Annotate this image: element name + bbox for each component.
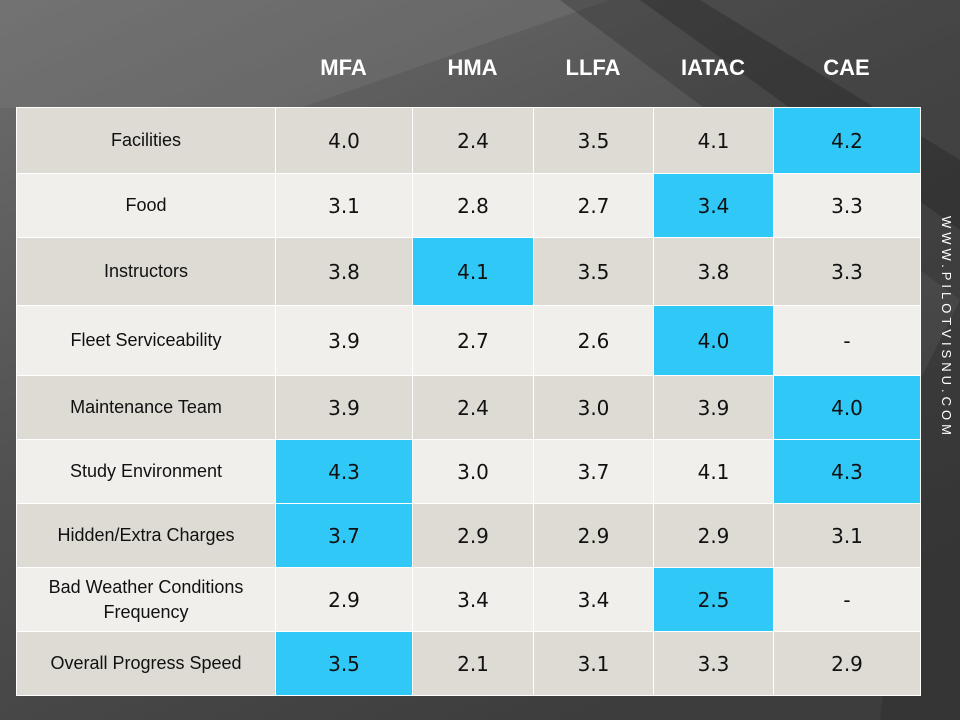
score-cell: 2.4 <box>412 107 534 174</box>
score-cell: 2.9 <box>653 503 774 568</box>
score-cell: 2.9 <box>412 503 534 568</box>
table-row: Food 3.1 2.8 2.7 3.4 3.3 <box>16 173 921 238</box>
score-cell: 2.4 <box>412 375 534 440</box>
table-row: Fleet Serviceability 3.9 2.7 2.6 4.0 - <box>16 305 921 376</box>
score-cell: 4.3 <box>773 439 921 504</box>
table-row: Instructors 3.8 4.1 3.5 3.8 3.3 <box>16 237 921 306</box>
score-cell: 3.0 <box>412 439 534 504</box>
score-cell: 3.5 <box>533 237 654 306</box>
row-label: Instructors <box>16 237 276 306</box>
col-header-llfa: LLFA <box>565 55 621 80</box>
table-row: Bad Weather Conditions Frequency 2.9 3.4… <box>16 567 921 632</box>
table-row: Study Environment 4.3 3.0 3.7 4.1 4.3 <box>16 439 921 504</box>
score-cell: 2.5 <box>653 567 774 632</box>
score-cell: 4.0 <box>773 375 921 440</box>
table-row: Maintenance Team 3.9 2.4 3.0 3.9 4.0 <box>16 375 921 440</box>
score-cell: - <box>773 567 921 632</box>
score-cell: 4.2 <box>773 107 921 174</box>
col-header-hma: HMA <box>447 55 498 80</box>
score-cell: 3.3 <box>653 631 774 696</box>
score-cell: 3.4 <box>533 567 654 632</box>
score-cell: 3.1 <box>773 503 921 568</box>
table-row: Overall Progress Speed 3.5 2.1 3.1 3.3 2… <box>16 631 921 696</box>
score-cell: 2.9 <box>275 567 413 632</box>
row-label: Food <box>16 173 276 238</box>
score-cell: 3.7 <box>533 439 654 504</box>
score-cell: 3.9 <box>653 375 774 440</box>
score-cell: - <box>773 305 921 376</box>
score-cell: 3.5 <box>533 107 654 174</box>
score-cell: 3.9 <box>275 305 413 376</box>
row-label: Fleet Serviceability <box>16 305 276 376</box>
score-cell: 2.1 <box>412 631 534 696</box>
column-headers: MFA HMA LLFA IATAC CAE <box>0 0 960 108</box>
score-cell: 2.6 <box>533 305 654 376</box>
row-label: Facilities <box>16 107 276 174</box>
row-label: Bad Weather Conditions Frequency <box>16 567 276 632</box>
score-cell: 3.1 <box>275 173 413 238</box>
score-cell: 2.9 <box>533 503 654 568</box>
score-cell: 3.5 <box>275 631 413 696</box>
row-label: Study Environment <box>16 439 276 504</box>
score-cell: 2.8 <box>412 173 534 238</box>
score-cell: 3.8 <box>275 237 413 306</box>
col-header-iatac: IATAC <box>681 55 745 80</box>
score-cell: 3.4 <box>653 173 774 238</box>
col-header-cae: CAE <box>823 55 870 80</box>
score-cell: 4.1 <box>412 237 534 306</box>
score-cell: 3.4 <box>412 567 534 632</box>
table-row: Facilities 4.0 2.4 3.5 4.1 4.2 <box>16 107 921 174</box>
score-cell: 3.3 <box>773 237 921 306</box>
table-row: Hidden/Extra Charges 3.7 2.9 2.9 2.9 3.1 <box>16 503 921 568</box>
row-label: Hidden/Extra Charges <box>16 503 276 568</box>
score-cell: 2.7 <box>412 305 534 376</box>
score-cell: 3.8 <box>653 237 774 306</box>
score-cell: 4.0 <box>653 305 774 376</box>
score-cell: 3.7 <box>275 503 413 568</box>
row-label: Maintenance Team <box>16 375 276 440</box>
score-cell: 4.3 <box>275 439 413 504</box>
score-cell: 3.9 <box>275 375 413 440</box>
website-watermark: WWW.PILOTVISNU.COM <box>939 216 954 439</box>
comparison-table: Facilities 4.0 2.4 3.5 4.1 4.2 Food 3.1 … <box>16 107 921 696</box>
score-cell: 3.0 <box>533 375 654 440</box>
score-cell: 4.0 <box>275 107 413 174</box>
row-label: Overall Progress Speed <box>16 631 276 696</box>
score-cell: 3.1 <box>533 631 654 696</box>
score-cell: 4.1 <box>653 107 774 174</box>
score-cell: 3.3 <box>773 173 921 238</box>
score-cell: 2.9 <box>773 631 921 696</box>
score-cell: 2.7 <box>533 173 654 238</box>
score-cell: 4.1 <box>653 439 774 504</box>
col-header-mfa: MFA <box>320 55 367 80</box>
